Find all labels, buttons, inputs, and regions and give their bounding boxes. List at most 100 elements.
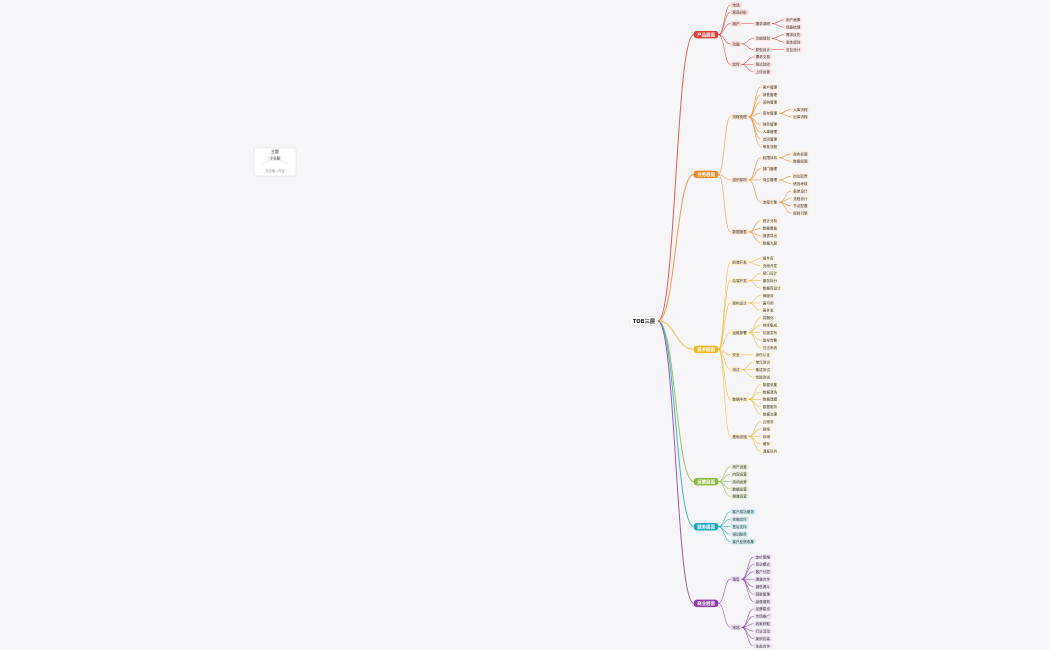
node-box	[753, 374, 772, 380]
node-box	[753, 20, 772, 27]
node-label: 财务管理	[763, 122, 778, 127]
node-label: 定价策略	[756, 554, 771, 559]
node-label: 客户成功服务	[732, 509, 754, 514]
node-box	[760, 426, 772, 432]
node-box	[760, 217, 780, 224]
node-box	[753, 352, 772, 358]
node-label: 交付	[732, 62, 740, 67]
node-label: 人事管理	[763, 129, 778, 134]
node-box	[760, 84, 780, 90]
edge	[718, 578, 731, 604]
node-box	[760, 263, 780, 269]
node-box	[783, 46, 803, 53]
edge	[718, 473, 731, 482]
node-box	[753, 569, 772, 575]
edge	[748, 399, 761, 408]
node-box	[693, 170, 719, 179]
node-box	[730, 523, 749, 530]
node-label: 渠道运营	[732, 494, 747, 499]
node-box	[760, 255, 776, 262]
node-box	[753, 366, 772, 373]
node-box	[753, 554, 772, 560]
node-label: 数据库设计	[763, 285, 781, 290]
node-label: 数据采集	[763, 382, 778, 387]
node-label: 容器化	[763, 315, 774, 320]
edge	[657, 320, 695, 528]
node-label: 入库流程	[793, 107, 808, 112]
edge	[748, 261, 761, 267]
node-box	[760, 322, 780, 329]
node-box	[791, 106, 810, 113]
node-box	[629, 316, 659, 326]
node-label: 统计分析	[763, 218, 778, 223]
node-label: 组件库	[763, 256, 774, 261]
node-label: 测试验收	[756, 62, 771, 67]
node-label: 存储	[763, 434, 771, 439]
node-box	[730, 433, 749, 440]
edge	[741, 38, 754, 45]
edge	[748, 116, 761, 133]
node-label: 测试	[732, 367, 740, 372]
edge	[718, 466, 731, 482]
node-label: 高可用	[763, 300, 774, 305]
edge	[779, 175, 792, 181]
node-box	[760, 404, 780, 410]
edge	[718, 23, 731, 35]
node-label: 持续集成	[763, 323, 778, 328]
node-label: 功能规划	[756, 36, 771, 41]
node-box	[760, 307, 776, 314]
node-box	[730, 463, 749, 470]
node-box	[693, 477, 719, 486]
node-label: 商业模式	[756, 562, 771, 567]
node-box	[760, 292, 776, 299]
node-box	[753, 620, 772, 627]
node-box	[730, 41, 742, 47]
edge	[718, 518, 731, 528]
node-box	[753, 54, 772, 60]
node-label: 基础设施	[732, 434, 747, 439]
node-box	[730, 538, 756, 545]
edge	[748, 384, 761, 400]
node-box	[753, 583, 772, 590]
edge	[748, 231, 761, 244]
node-box	[730, 516, 749, 523]
edge	[771, 19, 784, 24]
node-box	[783, 17, 803, 23]
node-label: 线索获取	[756, 621, 771, 626]
node-label: 回款管理	[756, 591, 771, 596]
floating-title: 主题	[271, 148, 279, 154]
node-box	[791, 180, 810, 187]
node-box	[760, 329, 780, 336]
edge	[718, 511, 731, 528]
node-box	[760, 177, 780, 183]
node-box	[760, 232, 780, 239]
node-label: 功能	[732, 41, 740, 46]
edge	[741, 64, 754, 73]
node-label: 高并发	[763, 308, 774, 313]
node-label: 需求优先	[786, 32, 801, 37]
node-label: 微服务	[763, 293, 774, 298]
node-box	[730, 277, 749, 284]
node-box	[760, 285, 783, 291]
node-label: 前端开发	[732, 259, 747, 264]
edge	[741, 608, 754, 628]
node-label: 上线运营	[756, 69, 771, 74]
edge	[748, 86, 761, 118]
node-box	[760, 389, 780, 395]
node-box	[730, 396, 749, 403]
node-box	[791, 114, 810, 120]
node-box	[760, 154, 780, 161]
node-label: 出库流程	[793, 114, 808, 119]
node-box	[760, 121, 780, 128]
edge	[657, 320, 694, 483]
edge	[779, 201, 792, 214]
node-box	[760, 344, 780, 351]
edge	[771, 34, 784, 39]
edge	[718, 526, 731, 542]
node-box	[730, 624, 742, 631]
node-label: 组织架构	[732, 177, 747, 182]
node-label: 渠道合作	[756, 577, 771, 582]
edge	[718, 116, 731, 175]
